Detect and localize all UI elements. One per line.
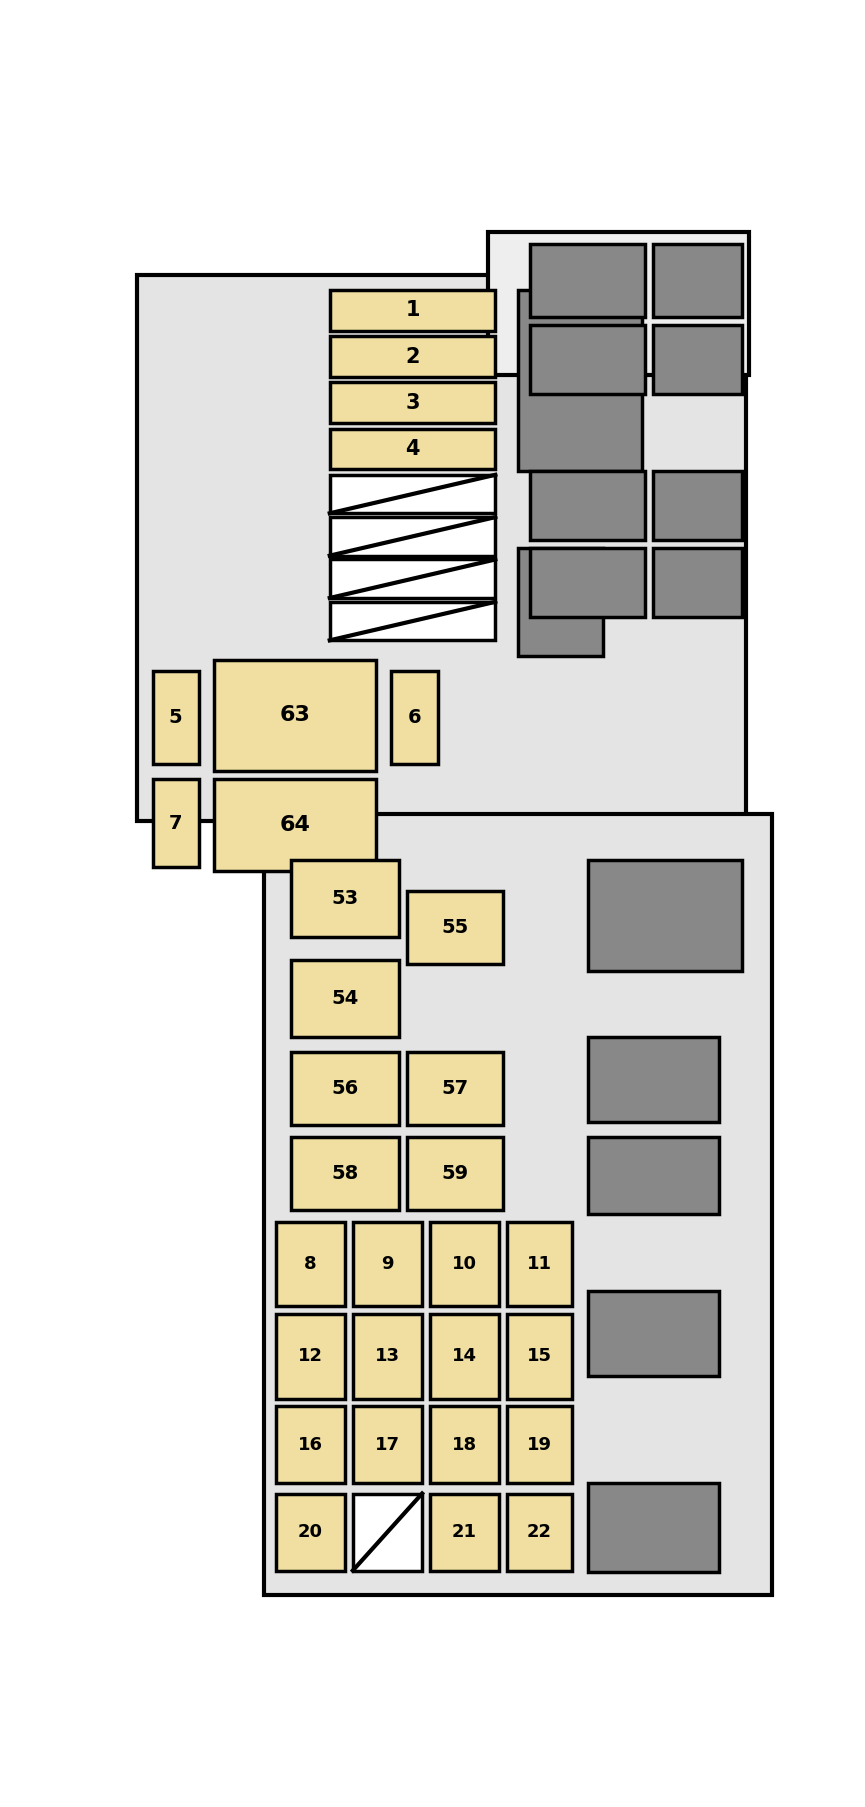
Bar <box>430 1494 499 1570</box>
Text: 4: 4 <box>406 439 420 459</box>
Bar <box>407 891 503 963</box>
Bar <box>530 548 645 618</box>
Bar <box>530 325 645 394</box>
Text: 13: 13 <box>375 1348 400 1366</box>
Bar <box>407 1052 503 1126</box>
Text: 11: 11 <box>527 1256 552 1274</box>
Bar <box>138 275 746 822</box>
Text: 7: 7 <box>169 813 183 833</box>
Bar <box>587 1037 719 1122</box>
Bar <box>518 548 603 656</box>
Bar <box>276 1314 345 1399</box>
Text: 19: 19 <box>527 1437 552 1455</box>
Bar <box>265 813 772 1596</box>
Bar <box>653 325 741 394</box>
Text: 16: 16 <box>298 1437 323 1455</box>
Bar <box>330 602 496 640</box>
Text: 53: 53 <box>331 889 359 907</box>
Bar <box>330 336 496 378</box>
Bar <box>292 960 399 1037</box>
Bar <box>152 779 199 867</box>
Bar <box>518 289 642 472</box>
Bar <box>152 670 199 764</box>
Bar <box>507 1222 573 1306</box>
Bar <box>215 779 376 871</box>
Text: 8: 8 <box>304 1256 317 1274</box>
Bar <box>407 1137 503 1211</box>
Bar <box>530 244 645 316</box>
Text: 12: 12 <box>298 1348 323 1366</box>
Bar <box>391 670 438 764</box>
Text: 56: 56 <box>331 1079 359 1099</box>
Bar <box>292 1052 399 1126</box>
Text: 21: 21 <box>452 1523 477 1541</box>
Bar <box>292 860 399 936</box>
Text: 57: 57 <box>441 1079 469 1099</box>
Bar <box>330 517 496 555</box>
Text: 1: 1 <box>406 300 420 320</box>
Bar <box>507 1406 573 1484</box>
Text: 3: 3 <box>406 392 420 412</box>
Bar <box>430 1406 499 1484</box>
Bar <box>353 1314 422 1399</box>
Text: 59: 59 <box>441 1164 469 1184</box>
Bar <box>653 244 741 316</box>
Bar <box>215 660 376 772</box>
Text: 14: 14 <box>452 1348 477 1366</box>
Bar <box>330 428 496 470</box>
Bar <box>292 1137 399 1211</box>
Text: 15: 15 <box>527 1348 552 1366</box>
Text: 64: 64 <box>279 815 311 835</box>
Bar <box>653 548 741 618</box>
Bar <box>330 383 496 423</box>
Text: 17: 17 <box>375 1437 400 1455</box>
Bar <box>430 1314 499 1399</box>
Bar <box>587 1137 719 1214</box>
Text: 55: 55 <box>441 918 469 936</box>
Text: 58: 58 <box>331 1164 359 1184</box>
Bar <box>330 560 496 598</box>
Text: 5: 5 <box>169 708 183 726</box>
Bar <box>507 1494 573 1570</box>
Bar <box>353 1222 422 1306</box>
Text: 2: 2 <box>406 347 420 367</box>
Bar <box>330 289 496 331</box>
Bar <box>276 1406 345 1484</box>
Text: 6: 6 <box>407 708 421 726</box>
Bar <box>587 1484 719 1572</box>
Text: 20: 20 <box>298 1523 323 1541</box>
Bar <box>587 860 741 972</box>
Text: 63: 63 <box>279 705 311 725</box>
Text: 22: 22 <box>527 1523 552 1541</box>
Bar <box>330 475 496 513</box>
Bar <box>353 1494 422 1570</box>
Bar <box>276 1494 345 1570</box>
Text: 54: 54 <box>331 988 359 1008</box>
Bar <box>507 1314 573 1399</box>
Text: 10: 10 <box>452 1256 477 1274</box>
Bar <box>276 1222 345 1306</box>
Bar <box>653 472 741 540</box>
Text: 9: 9 <box>381 1256 394 1274</box>
Bar <box>530 472 645 540</box>
Bar <box>587 1290 719 1375</box>
Bar <box>430 1222 499 1306</box>
Bar <box>488 233 749 374</box>
Bar <box>353 1406 422 1484</box>
Text: 18: 18 <box>452 1437 477 1455</box>
